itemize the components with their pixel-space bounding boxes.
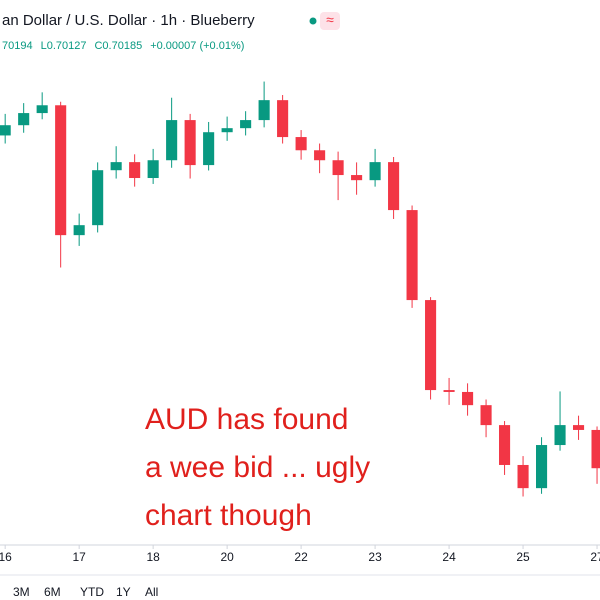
range-button[interactable]: YTD — [80, 585, 104, 599]
x-tick-label: 22 — [294, 550, 308, 564]
candle-body — [369, 162, 381, 181]
annotation: a wee bid ... ugly — [145, 451, 370, 484]
candle-body — [166, 120, 178, 161]
x-tick-label: 25 — [516, 550, 530, 564]
candle-body — [0, 125, 11, 136]
candle-body — [110, 162, 122, 171]
ohlc-value: 70194 — [2, 40, 33, 52]
range-button[interactable]: 1Y — [116, 585, 131, 599]
range-button[interactable]: 3M — [13, 585, 30, 599]
candle-body — [499, 425, 511, 465]
candle-body — [314, 150, 326, 161]
x-tick-label: 23 — [368, 550, 382, 564]
candle-body — [73, 225, 85, 236]
x-tick-label: 17 — [72, 550, 86, 564]
candle-body — [406, 210, 418, 301]
x-tick-label: 24 — [442, 550, 456, 564]
x-tick-label: 20 — [220, 550, 234, 564]
candle-body — [591, 429, 600, 469]
candle-body — [147, 160, 159, 179]
candle-body — [572, 425, 585, 430]
candle-body — [240, 120, 252, 129]
annotation: AUD has found — [145, 403, 348, 436]
candle-body — [277, 100, 289, 138]
annotation: chart though — [145, 499, 312, 532]
candle-body — [221, 128, 233, 133]
candle-body — [443, 390, 455, 392]
ohlc-value: L0.70127 — [41, 40, 87, 52]
candle-body — [203, 132, 215, 166]
candle-body — [388, 162, 400, 211]
range-button[interactable]: All — [145, 585, 158, 599]
status-dot — [309, 17, 317, 25]
candle-body — [480, 405, 492, 426]
candle-body — [258, 100, 270, 121]
candle-body — [462, 391, 474, 406]
x-tick-label: 16 — [0, 550, 12, 564]
candle-body — [554, 425, 566, 446]
candle-body — [332, 160, 344, 176]
candle-body — [295, 137, 307, 151]
candle-body — [425, 300, 437, 391]
candle-body — [92, 170, 104, 226]
candle-body — [55, 105, 67, 236]
range-button[interactable]: 6M — [44, 585, 61, 599]
candle-body — [536, 445, 548, 489]
candle-body — [36, 105, 48, 114]
status-icon: ≈ — [326, 12, 334, 28]
x-tick-label: 18 — [146, 550, 160, 564]
candle-body — [18, 113, 30, 126]
status-badge — [320, 12, 340, 30]
candle-body — [184, 120, 196, 166]
chart-title: an Dollar / U.S. Dollar · 1h · Blueberry — [2, 12, 255, 29]
candle-body — [129, 162, 141, 179]
x-tick-label: 27 — [590, 550, 600, 564]
ohlc-value: C0.70185 — [94, 40, 142, 52]
candle-body — [517, 464, 529, 489]
candle-body — [351, 175, 363, 181]
ohlc-value: +0.00007 (+0.01%) — [150, 40, 244, 52]
